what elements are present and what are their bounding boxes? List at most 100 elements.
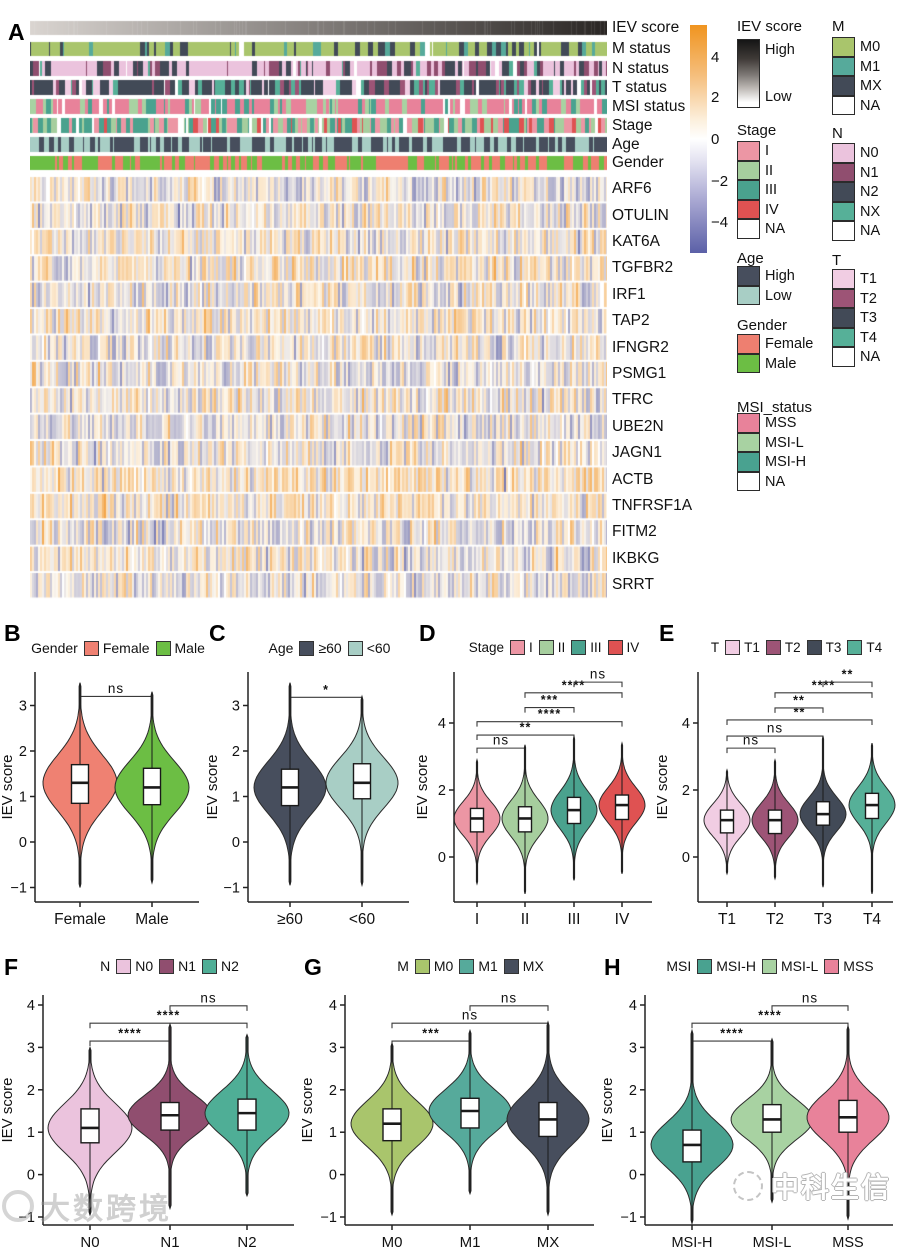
colorbar-tick-label: 0 — [711, 131, 720, 149]
violin-legend-item: ≥60 — [299, 640, 342, 656]
violin-legend-D: Stage I II III IV — [454, 640, 654, 655]
legend-title: Age — [737, 250, 764, 267]
y-tick-label: −1 — [10, 881, 27, 897]
legend-item-label: I — [765, 143, 770, 159]
legend-item-label: N0 — [860, 145, 879, 161]
violin-legend-title: T — [710, 640, 720, 655]
gene-label: TFRC — [612, 391, 654, 409]
significance-bracket — [169, 1005, 248, 1011]
x-tick-label: MSI-H — [671, 1235, 712, 1249]
y-tick-label: 0 — [682, 850, 690, 866]
panel-c-label: C — [209, 620, 226, 646]
y-axis-title: IEV score — [600, 1077, 616, 1142]
legend-item-label: N2 — [221, 958, 239, 974]
violin-legend-item: Male — [155, 640, 205, 656]
violin-plot-B: ns −1 0 1 2 3 Female Male IEV score — [0, 672, 199, 928]
significance-label: ns — [200, 990, 216, 1005]
significance-bracket — [391, 1040, 471, 1047]
legend-swatch-icon — [509, 640, 525, 655]
x-tick-label: Female — [54, 911, 106, 928]
legend-title: Stage — [737, 122, 777, 139]
legend-title: IEV score — [737, 18, 803, 35]
legend-swatch — [737, 432, 760, 452]
significance-bracket — [476, 721, 623, 727]
gene-label: KAT6A — [612, 233, 660, 251]
y-tick-label: 2 — [27, 1083, 35, 1099]
legend-item-label: MX — [860, 78, 882, 94]
significance-label: ns — [743, 733, 759, 748]
significance-label: ns — [108, 681, 124, 696]
box-plot — [80, 1108, 100, 1144]
legend-swatch — [737, 353, 760, 373]
significance-label: * — [323, 683, 329, 697]
y-tick-label: 3 — [629, 1040, 637, 1056]
significance-bracket — [691, 1040, 773, 1047]
legend-swatch-icon — [725, 640, 741, 655]
gene-label: IRF1 — [612, 285, 646, 303]
violin-legend-item: II — [538, 640, 565, 655]
legend-item-label: N1 — [178, 958, 197, 974]
violin-legend-item: <60 — [347, 640, 390, 656]
box-plot — [614, 794, 630, 821]
significance-label: **** — [720, 1027, 743, 1041]
annotation-track-label: IEV score — [612, 19, 680, 36]
y-tick-label: 4 — [438, 716, 446, 732]
legend-item-label: M1 — [478, 958, 498, 974]
legend-item-label: N0 — [135, 958, 154, 974]
box-plot — [767, 809, 783, 835]
violin-legend-title: N — [100, 958, 111, 974]
legend-swatch-icon — [697, 958, 713, 974]
legend-item-label: II — [765, 162, 774, 179]
y-tick-label: 1 — [629, 1125, 637, 1141]
x-tick-label: T2 — [766, 911, 784, 928]
watermark-right-logo-icon — [733, 1171, 763, 1201]
legend-swatch — [832, 221, 855, 241]
violin-panel-G: G M M0 M1 MX *** ns ns −1 0 1 2 3 4 M0 M1 MX IEV score — [300, 940, 600, 1249]
violin-legend-item: MSI-L — [761, 958, 819, 974]
y-tick-label: 0 — [232, 835, 240, 851]
legend-swatch — [832, 327, 855, 347]
legend-item-label: MSI-L — [780, 958, 819, 974]
legend-item-label: MSI-H — [716, 958, 756, 974]
violin-legend-item: Female — [83, 640, 150, 656]
legend-swatch — [832, 288, 855, 308]
panel-a-label: A — [8, 19, 25, 46]
legend-item-label: Male — [765, 355, 797, 372]
violin-legend-title: Gender — [31, 640, 78, 656]
y-tick-label: 0 — [629, 1168, 637, 1184]
x-tick-label: M1 — [460, 1234, 481, 1249]
legend-item-label: Female — [765, 336, 814, 352]
legend-item-label: T4 — [866, 640, 883, 655]
legend-swatch-icon — [459, 958, 475, 974]
significance-bracket — [289, 696, 363, 703]
x-tick-label: MSS — [832, 1235, 863, 1249]
legend-swatch — [737, 219, 760, 239]
significance-bracket — [476, 734, 575, 741]
x-tick-label: T3 — [814, 911, 832, 928]
legend-swatch — [832, 37, 855, 57]
legend-swatch-icon — [202, 958, 218, 974]
significance-label: ns — [493, 733, 509, 748]
significance-label: **** — [157, 1009, 180, 1023]
x-tick-label: T1 — [718, 911, 736, 928]
gene-label: SRRT — [612, 576, 654, 594]
violin-panel-H: H MSI MSI-H MSI-L MSS **** **** ns −1 0 1 2 3 4 MSI-H M… — [600, 940, 899, 1249]
violin-panel-B: B Gender Female Male ns −1 0 1 2 3 Female Male IEV s… — [0, 620, 205, 932]
legend-swatch — [832, 95, 855, 115]
y-tick-label: −1 — [223, 881, 240, 897]
x-tick-label: II — [521, 911, 530, 928]
violin-legend-item: T3 — [806, 640, 841, 655]
box-plot — [460, 1097, 480, 1129]
significance-bracket — [691, 1022, 849, 1029]
significance-label: ** — [794, 705, 806, 719]
legend-swatch-icon — [538, 640, 554, 655]
y-tick-label: 2 — [682, 783, 690, 799]
y-tick-label: 3 — [329, 1040, 337, 1056]
legend-swatch — [737, 334, 760, 354]
legend-swatch-icon — [347, 640, 363, 656]
legend-swatch — [737, 471, 760, 491]
legend-swatch — [832, 347, 855, 367]
violin-legend-item: T1 — [725, 640, 760, 655]
violin-legend-item: T4 — [847, 640, 882, 655]
significance-bracket — [726, 719, 873, 725]
